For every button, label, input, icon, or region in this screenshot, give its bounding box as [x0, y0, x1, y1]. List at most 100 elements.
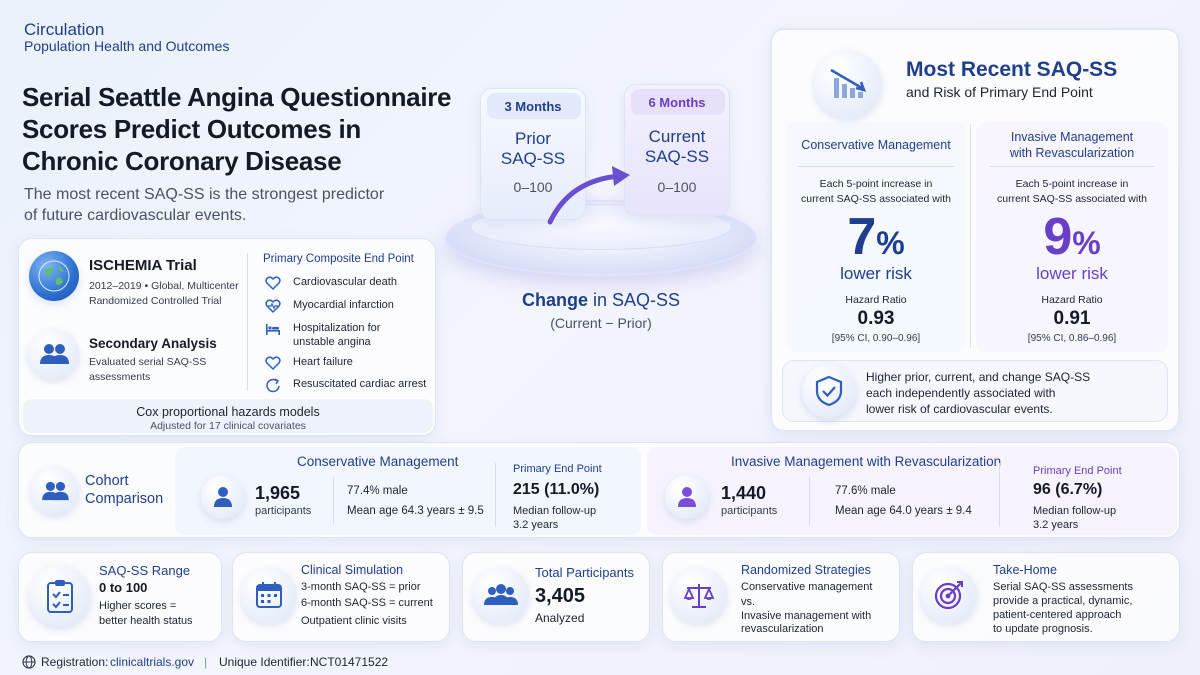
cohort-invasive-fu2: 3.2 years: [1033, 519, 1079, 531]
recent-note-line3: lower risk of cardiovascular events.: [866, 402, 1053, 416]
person-icon: [201, 475, 245, 519]
trial-divider: [247, 253, 248, 391]
clipboard-check-icon: [29, 565, 91, 627]
current-label1: Current: [648, 127, 706, 146]
footer-reg-label: Registration:: [41, 655, 109, 669]
recent-conservative-desc2: current SAQ-SS associated with: [801, 193, 951, 205]
person-purple-icon: [665, 475, 709, 519]
cohort-invasive-n: 1,440: [721, 483, 767, 503]
cohort-conservative-ep: 215 (11.0%): [513, 481, 600, 498]
trial-desc2: Randomized Controlled Trial: [89, 295, 222, 307]
cohort-conservative-age: Mean age 64.3 years ± 9.5: [347, 505, 484, 517]
cohort-conservative-n: 1,965: [255, 483, 301, 503]
cox-box: [23, 399, 433, 433]
current-label2: SAQ-SS: [644, 147, 710, 166]
prior-label2: SAQ-SS: [500, 149, 566, 168]
endpoint-label-line2: unstable angina: [293, 336, 371, 348]
recent-divider: [970, 124, 971, 348]
recent-conservative-rule: [798, 166, 954, 167]
strategies-line4: revascularization: [741, 623, 824, 635]
recent-note-line2: each independently associated with: [866, 386, 1056, 400]
secondary-title: Secondary Analysis: [89, 336, 217, 351]
globe-icon: [29, 251, 79, 301]
takehome-card: Take-Home Serial SAQ-SS assessments prov…: [912, 552, 1180, 642]
globe-small-icon: [22, 655, 36, 669]
change-label: Change in SAQ-SS: [445, 290, 757, 311]
prior-label1: Prior: [515, 129, 551, 148]
footer-id-value: NCT01471522: [310, 655, 389, 669]
recent-conservative-desc1: Each 5-point increase in: [819, 178, 933, 190]
group-icon: [473, 567, 529, 623]
recent-invasive-desc1: Each 5-point increase in: [1015, 178, 1129, 190]
recent-conservative-pct-sign: %: [876, 225, 905, 261]
takehome-line2: provide a practical, dynamic,: [993, 595, 1133, 607]
range-title: SAQ-SS Range: [99, 563, 191, 578]
footer-divider: |: [204, 655, 208, 669]
cox-line2: Adjusted for 17 clinical covariates: [150, 420, 306, 432]
change-sub: (Current − Prior): [550, 315, 652, 331]
range-value: 0 to 100: [99, 580, 148, 595]
strategies-line2: vs.: [741, 596, 756, 608]
endpoint-label: Resuscitated cardiac arrest: [293, 378, 427, 390]
strategies-title: Randomized Strategies: [741, 563, 871, 577]
range-card: SAQ-SS Range 0 to 100 Higher scores = be…: [18, 552, 222, 642]
target-icon: [921, 567, 977, 623]
people-icon: [29, 329, 79, 379]
recent-invasive-lower: lower risk: [1036, 264, 1108, 283]
cohort-conservative-title: Conservative Management: [297, 454, 459, 469]
total-card: Total Participants 3,405 Analyzed: [462, 552, 650, 642]
cohort-conservative-sep2: [495, 463, 496, 527]
heart-pulse-icon: [265, 299, 281, 314]
takehome-title: Take-Home: [993, 563, 1057, 577]
secondary-desc1: Evaluated serial SAQ-SS: [89, 356, 207, 368]
cohort-invasive-n-label: participants: [721, 505, 778, 517]
recent-invasive-hr-label: Hazard Ratio: [1041, 294, 1103, 306]
cohort-invasive-age: Mean age 64.0 years ± 9.4: [835, 505, 972, 517]
strategies-line3: Invasive management with: [741, 610, 872, 622]
cohort-invasive-male: 77.6% male: [835, 485, 896, 497]
prior-month-label: 3 Months: [504, 99, 562, 114]
calendar-icon: [241, 567, 297, 623]
cohort-conservative-fu1: Median follow-up: [513, 505, 597, 517]
cox-line1: Cox proportional hazards models: [136, 405, 320, 419]
recent-note-line1: Higher prior, current, and change SAQ-SS: [866, 370, 1091, 384]
page-title-line3: Chronic Coronary Disease: [22, 146, 342, 176]
footer-id-label: Unique Identifier:: [219, 655, 310, 669]
cohort-label2: Comparison: [85, 491, 164, 507]
cohort-invasive-title: Invasive Management with Revascularizati…: [731, 454, 1002, 469]
recent-invasive-pct-sign: %: [1072, 225, 1101, 261]
recent-saq-card: Most Recent SAQ-SS and Risk of Primary E…: [770, 28, 1180, 432]
conservative-panel: [786, 122, 966, 352]
cohort-invasive-fu1: Median follow-up: [1033, 505, 1117, 517]
simulation-title: Clinical Simulation: [301, 563, 404, 577]
change-label-bold: Change: [521, 290, 588, 310]
recent-invasive-pct-value: 9: [1043, 208, 1073, 266]
cohort-label1: Cohort: [85, 473, 129, 489]
current-saq-card: 6 Months Current SAQ-SS 0–100: [624, 84, 730, 216]
recent-invasive-pct: 9%: [976, 208, 1168, 272]
cohort-people-icon: [31, 467, 79, 515]
takehome-line3: patient-centered approach: [993, 609, 1122, 621]
recent-conservative-lower: lower risk: [840, 264, 912, 283]
recent-title: Most Recent SAQ-SS: [906, 58, 1118, 81]
subtitle-line2: of future cardiovascular events.: [24, 207, 247, 224]
endpoint-label: Heart failure: [293, 356, 353, 368]
footer-reg-link[interactable]: clinicaltrials.gov: [110, 655, 195, 669]
heart-icon: [265, 276, 281, 291]
takehome-line4: to update prognosis.: [993, 623, 1093, 635]
resuscitation-icon: [266, 378, 280, 393]
cohort-conservative-sep1: [333, 477, 334, 525]
journal-name: Circulation: [24, 20, 105, 39]
cohort-invasive-ep: 96 (6.7%): [1033, 481, 1103, 498]
prior-range: 0–100: [513, 179, 553, 195]
cohort-conservative-panel: [175, 447, 641, 535]
recent-conservative-header: Conservative Management: [801, 138, 951, 152]
page-title-line2: Scores Predict Outcomes in: [22, 114, 361, 144]
heart-icon: [265, 356, 281, 371]
change-label-rest: in SAQ-SS: [587, 290, 681, 310]
total-value: 3,405: [535, 585, 586, 607]
cohort-invasive-panel: [647, 447, 1177, 535]
endpoint-label: Hospitalization for: [293, 322, 381, 334]
takehome-line1: Serial SAQ-SS assessments: [993, 581, 1133, 593]
bar-chart-down-icon: [814, 50, 882, 118]
